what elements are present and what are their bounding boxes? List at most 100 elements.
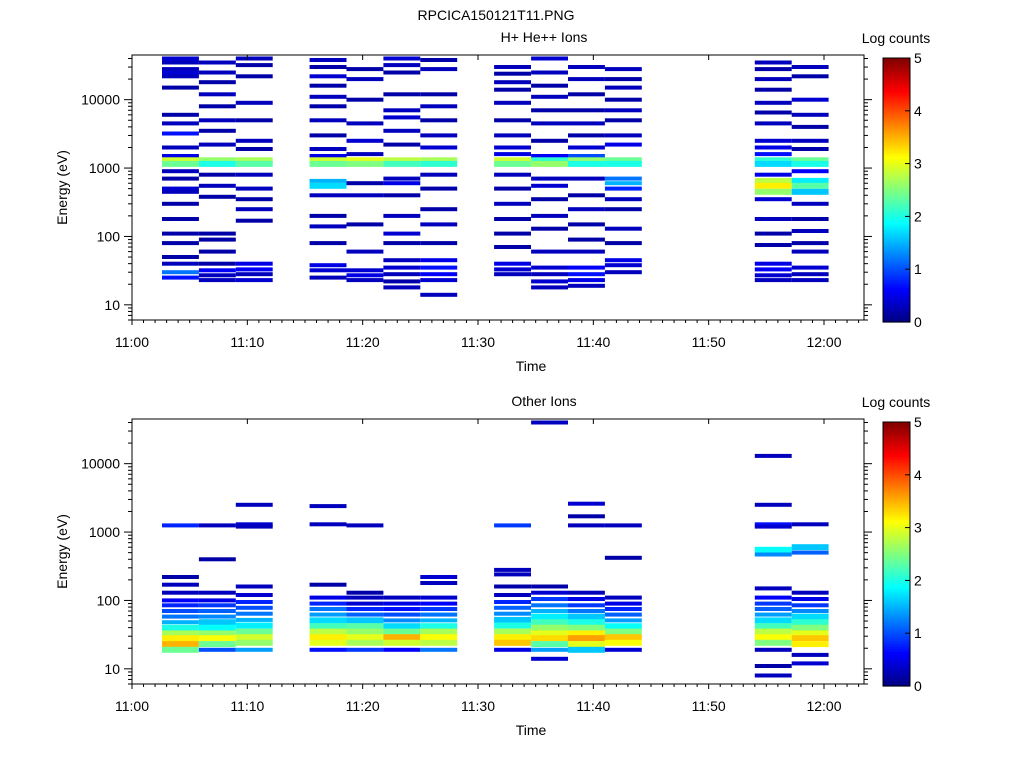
- y-axis-label: Energy (eV): [54, 514, 70, 589]
- heatmap-cell: [568, 65, 605, 69]
- heatmap-cell: [346, 97, 384, 102]
- heatmap-cell: [235, 634, 273, 641]
- x-tick-label: 11:00: [115, 334, 149, 350]
- colorbar-swatch: [883, 102, 910, 107]
- colorbar-swatch: [883, 166, 910, 170]
- colorbar-swatch: [883, 224, 910, 228]
- heatmap-cell: [604, 647, 642, 652]
- heatmap-cell: [791, 112, 829, 117]
- heatmap-cell: [791, 661, 829, 666]
- heatmap-cell: [604, 270, 642, 275]
- colorbar-swatch: [883, 279, 910, 283]
- colorbar-swatch: [883, 147, 910, 151]
- colorbar-swatch: [883, 271, 910, 276]
- heatmap-cell: [531, 56, 568, 61]
- colorbar-swatch: [883, 498, 910, 502]
- colorbar-swatch: [883, 635, 910, 640]
- heatmap-cell: [420, 258, 458, 263]
- heatmap-cell: [754, 647, 792, 652]
- colorbar-swatch: [883, 145, 910, 149]
- heatmap-cell: [383, 128, 421, 133]
- heatmap-cell: [309, 647, 347, 652]
- colorbar-swatch: [883, 100, 910, 104]
- colorbar-swatch: [883, 245, 910, 249]
- heatmap-cell: [568, 133, 605, 138]
- heatmap-cell: [568, 160, 605, 167]
- heatmap-cell: [791, 544, 829, 551]
- heatmap-cell: [198, 624, 236, 631]
- heatmap-cell: [420, 186, 458, 191]
- heatmap-cell: [162, 67, 199, 72]
- heatmap-cell: [568, 646, 605, 653]
- heatmap-cell: [198, 92, 236, 97]
- heatmap-cell: [791, 603, 829, 608]
- heatmap-cell: [383, 241, 421, 246]
- heatmap-cell: [494, 272, 531, 277]
- colorbar-swatch: [883, 311, 910, 315]
- heatmap-cell: [162, 189, 199, 194]
- heatmap-cell: [531, 590, 568, 595]
- colorbar-swatch: [883, 564, 910, 568]
- colorbar-swatch: [883, 314, 910, 318]
- heatmap-cell: [604, 639, 642, 646]
- heatmap-cell: [162, 145, 199, 150]
- heatmap-cell: [198, 60, 236, 65]
- heatmap-cell: [754, 664, 792, 668]
- colorbar-swatch: [883, 142, 910, 146]
- colorbar-swatch: [883, 79, 910, 83]
- heatmap-cell: [754, 152, 792, 157]
- colorbar-swatch: [883, 110, 910, 115]
- heatmap-cell: [383, 623, 421, 630]
- heatmap-cell: [754, 586, 792, 591]
- heatmap-cell: [383, 601, 421, 606]
- heatmap-cell: [568, 630, 605, 637]
- colorbar-swatch: [883, 298, 910, 302]
- heatmap-cell: [568, 283, 605, 288]
- heatmap-cell: [604, 623, 642, 630]
- colorbar-swatch: [883, 585, 910, 589]
- heatmap-cell: [420, 623, 458, 630]
- colorbar-swatch: [883, 577, 910, 581]
- heatmap-cell: [494, 87, 531, 92]
- heatmap-cell: [604, 181, 642, 186]
- heatmap-cell: [309, 612, 347, 617]
- heatmap-cell: [162, 169, 199, 174]
- colorbar-swatch: [883, 269, 910, 273]
- heatmap-cell: [568, 207, 605, 212]
- heatmap-cell: [420, 92, 458, 97]
- heatmap-cell: [568, 597, 605, 601]
- colorbar-swatch: [883, 176, 910, 181]
- heatmap-cell: [531, 183, 568, 188]
- colorbar-swatch: [883, 105, 910, 109]
- heatmap-cell: [791, 177, 829, 184]
- heatmap-cell: [604, 258, 642, 263]
- colorbar-swatch: [883, 546, 910, 550]
- heatmap-cell: [494, 231, 531, 236]
- x-tick-label: 11:50: [692, 334, 726, 350]
- heatmap-cell: [198, 261, 236, 266]
- colorbar-swatch: [883, 134, 910, 138]
- colorbar-swatch: [883, 290, 910, 294]
- colorbar-swatch: [883, 532, 910, 537]
- colorbar-tick-label: 2: [914, 572, 922, 588]
- colorbar-swatch: [883, 155, 910, 159]
- heatmap-cell: [346, 273, 384, 278]
- heatmap-cell: [198, 619, 236, 626]
- heatmap-cell: [494, 100, 531, 105]
- heatmap-cell: [568, 77, 605, 82]
- colorbar-swatch: [883, 266, 910, 270]
- heatmap-cell: [346, 647, 384, 652]
- colorbar-tick-label: 3: [914, 520, 922, 536]
- heatmap-cell: [162, 241, 199, 246]
- colorbar-swatch: [883, 503, 910, 508]
- heatmap-cell: [568, 265, 605, 270]
- colorbar-swatch: [883, 131, 910, 136]
- heatmap-cell: [420, 118, 458, 123]
- heatmap-cell: [346, 181, 384, 186]
- colorbar-swatch: [883, 200, 910, 204]
- colorbar-swatch: [883, 68, 910, 72]
- heatmap-cell: [162, 603, 199, 608]
- heatmap-cell: [346, 628, 384, 635]
- colorbar-swatch: [883, 92, 910, 96]
- heatmap-cell: [754, 217, 792, 221]
